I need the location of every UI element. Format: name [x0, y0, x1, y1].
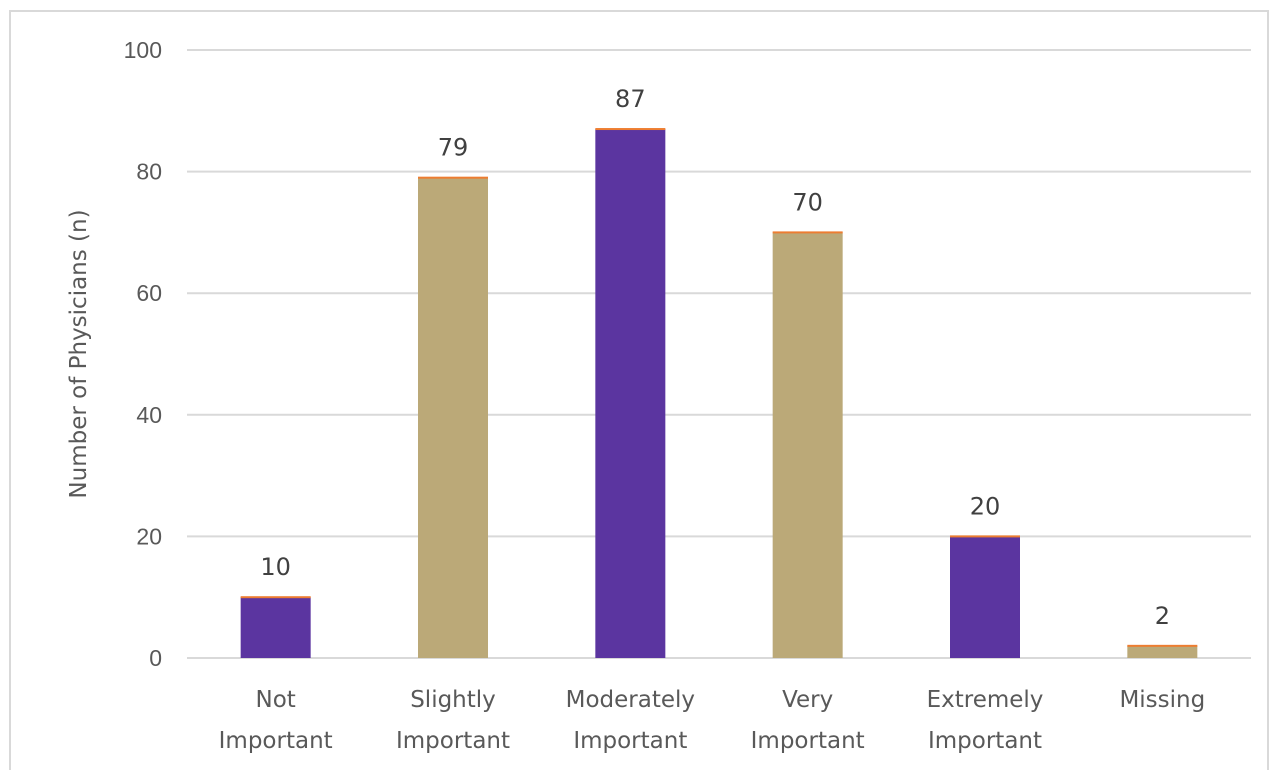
bar-top-line [772, 231, 843, 234]
x-tick-label: Very [782, 687, 833, 713]
x-tick-label: Important [219, 728, 333, 754]
bar [772, 232, 843, 658]
y-tick-label: 20 [136, 523, 162, 549]
bar-top-line [950, 535, 1020, 538]
x-tick-label: Important [751, 728, 865, 754]
y-tick-label: 40 [136, 402, 162, 428]
x-tick-label: Not [256, 687, 296, 713]
data-label: 2 [1155, 602, 1170, 630]
data-label: 10 [260, 553, 291, 581]
x-tick-label: Important [573, 728, 687, 754]
y-tick-label: 80 [136, 159, 162, 185]
y-axis-ticks: 0 20 40 60 80 100 [124, 37, 162, 671]
data-labels: 10 79 87 70 20 2 [260, 85, 1170, 630]
data-label: 79 [438, 134, 469, 162]
gridlines [187, 49, 1251, 659]
bar-top-line [418, 176, 488, 179]
x-axis-labels: Not Important Slightly Important Moderately I… [219, 687, 1206, 754]
y-tick-label: 0 [149, 645, 162, 671]
x-tick-label: Important [396, 728, 510, 754]
bar-top-line [1127, 644, 1198, 647]
bar-top-line [595, 128, 666, 131]
x-tick-label: Missing [1119, 687, 1205, 713]
y-tick-label: 100 [124, 37, 162, 63]
bar [418, 177, 488, 658]
data-label: 70 [792, 188, 823, 216]
bar [240, 597, 311, 658]
bars [240, 128, 1198, 659]
bar [950, 536, 1020, 658]
y-axis-title: Number of Physicians (n) [66, 209, 92, 498]
x-tick-label: Slightly [410, 687, 496, 713]
data-label: 20 [970, 492, 1001, 520]
data-label: 87 [615, 85, 646, 113]
x-tick-label: Moderately [566, 687, 695, 713]
bar-top-line [240, 596, 311, 599]
bar [595, 129, 666, 659]
y-tick-label: 60 [136, 280, 162, 306]
x-tick-label: Important [928, 728, 1042, 754]
x-tick-label: Extremely [927, 687, 1044, 713]
bar [1127, 645, 1198, 658]
